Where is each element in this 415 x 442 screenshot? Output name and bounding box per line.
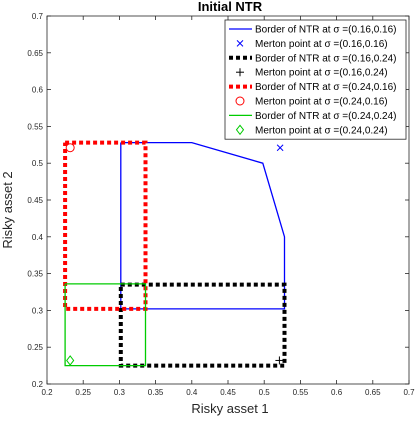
x-tick-label: 0.4 bbox=[186, 388, 198, 397]
y-tick-label: 0.7 bbox=[32, 12, 44, 21]
y-tick-label: 0.3 bbox=[32, 306, 44, 315]
marker-stroke bbox=[236, 40, 244, 47]
y-tick-label: 0.55 bbox=[27, 122, 43, 131]
legend-box bbox=[224, 19, 407, 140]
legend-label: Merton point at σ =(0.24,0.24) bbox=[255, 125, 388, 136]
y-tick-label: 0.35 bbox=[27, 270, 43, 279]
marker-stroke bbox=[276, 144, 284, 152]
legend-label: Border of NTR at σ =(0.16,0.16) bbox=[255, 25, 397, 36]
legend-label: Merton point at σ =(0.16,0.24) bbox=[255, 68, 388, 79]
y-tick-label: 0.5 bbox=[32, 159, 44, 168]
legend-swatch bbox=[236, 40, 244, 47]
ntr-border-6 bbox=[64, 283, 147, 367]
legend: Border of NTR at σ =(0.16,0.16) Merton po… bbox=[224, 19, 407, 140]
legend-swatch bbox=[236, 68, 244, 77]
merton-point-7 bbox=[66, 355, 75, 366]
series-layer bbox=[63, 140, 287, 368]
axes-layer: 0.2 0.25 0.3 0.35 0.4 0.45 0.5 0.55 0.6 0.65 0.7 0.… bbox=[27, 12, 415, 397]
x-tick-label: 0.6 bbox=[331, 388, 343, 397]
x-tick-label: 0.25 bbox=[75, 388, 91, 397]
legend-swatch bbox=[235, 124, 245, 136]
merton-point-3 bbox=[275, 356, 284, 365]
x-tick-label: 0.35 bbox=[148, 388, 164, 397]
y-tick-label: 0.6 bbox=[32, 86, 44, 95]
legend-label: Merton point at σ =(0.16,0.16) bbox=[255, 39, 388, 50]
ntr-border-2 bbox=[118, 282, 287, 368]
y-tick-label: 0.4 bbox=[32, 233, 44, 242]
y-tick-label: 0.25 bbox=[27, 343, 43, 352]
y-tick-label: 0.65 bbox=[27, 49, 43, 58]
merton-point-5 bbox=[65, 143, 75, 153]
x-axis-label: Risky asset 1 bbox=[191, 401, 268, 416]
y-tick-label: 0.45 bbox=[27, 196, 43, 205]
y-tick-label: 0.2 bbox=[32, 380, 44, 389]
legend-label: Merton point at σ =(0.24,0.16) bbox=[255, 97, 388, 108]
x-tick-label: 0.45 bbox=[220, 388, 236, 397]
chart-title: Initial NTR bbox=[198, 0, 263, 14]
x-tick-label: 0.5 bbox=[259, 388, 271, 397]
y-axis-label: Risky asset 2 bbox=[0, 171, 15, 248]
legend-label: Border of NTR at σ =(0.16,0.24) bbox=[255, 53, 397, 64]
x-tick-label: 0.55 bbox=[293, 388, 309, 397]
merton-point-1 bbox=[276, 144, 284, 152]
legend-swatch bbox=[235, 96, 245, 106]
x-tick-label: 0.2 bbox=[41, 388, 53, 397]
x-tick-label: 0.3 bbox=[114, 388, 126, 397]
legend-label: Border of NTR at σ =(0.24,0.24) bbox=[255, 111, 397, 122]
x-tick-label: 0.7 bbox=[403, 388, 415, 397]
legend-label: Border of NTR at σ =(0.24,0.16) bbox=[255, 82, 397, 93]
x-tick-label: 0.65 bbox=[365, 388, 381, 397]
